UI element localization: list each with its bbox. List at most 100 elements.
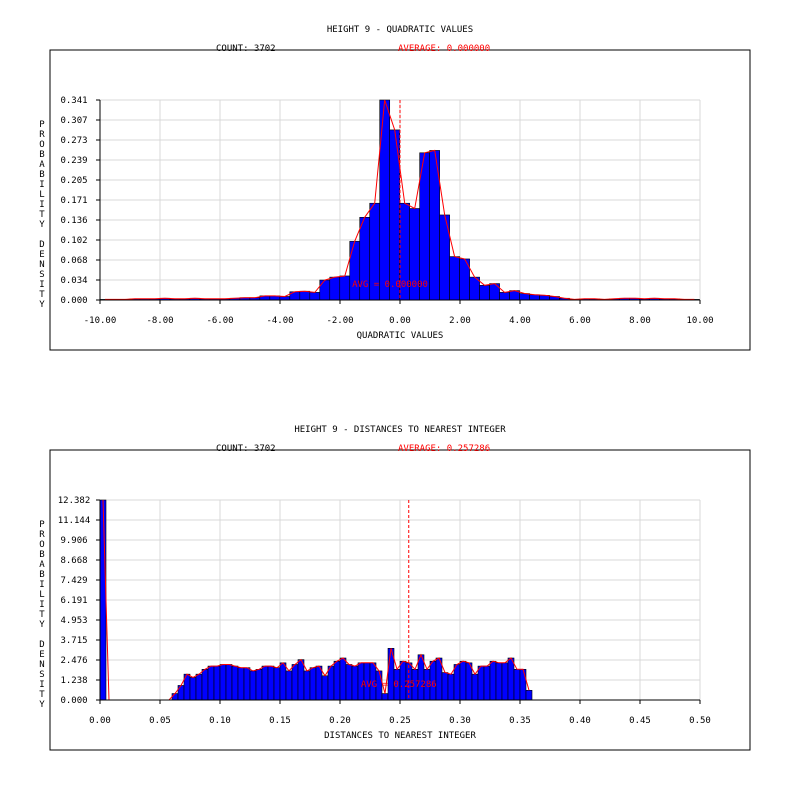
histogram-bar — [339, 275, 351, 301]
y-tick-label: 0.205 — [60, 176, 87, 186]
y-axis-label-char: Y — [39, 700, 45, 710]
histogram-bar — [529, 294, 540, 301]
y-axis-label-char: R — [39, 530, 45, 540]
histogram-bar — [213, 665, 221, 701]
x-tick-label: -10.00 — [84, 316, 117, 326]
histogram-bar — [291, 664, 299, 701]
histogram-bar — [329, 276, 341, 301]
chart-1-y-ticks: 0.000 0.034 0.068 0.102 0.136 0.171 0.205 0.239… — [60, 96, 100, 306]
histogram-bar — [267, 665, 275, 701]
histogram-bar — [279, 296, 291, 301]
histogram-bar — [453, 664, 461, 701]
x-tick-label: 10.00 — [686, 316, 713, 326]
histogram-bar — [249, 670, 257, 701]
chart-1-count: COUNT: 3702 — [216, 44, 276, 54]
x-tick-label: -2.00 — [326, 316, 353, 326]
histogram-bar — [297, 659, 305, 701]
x-tick-label: 0.20 — [329, 716, 351, 726]
histogram-bar — [499, 292, 510, 301]
histogram-bar — [219, 664, 227, 701]
chart-2-average: AVERAGE: 0.257286 — [398, 444, 490, 454]
y-tick-label: 12.382 — [58, 496, 91, 506]
histogram-bar — [99, 499, 107, 701]
histogram-bar — [273, 667, 281, 701]
histogram-bar — [303, 670, 311, 701]
y-axis-label-char: S — [39, 270, 44, 280]
histogram-bar — [321, 675, 329, 701]
y-tick-label: 0.000 — [60, 696, 87, 706]
y-axis-label-char: A — [39, 160, 45, 170]
histogram-bar — [309, 667, 317, 701]
y-axis-label-char: I — [39, 200, 44, 210]
histogram-bar — [231, 665, 239, 701]
histogram-bar — [471, 673, 479, 701]
y-axis-label-char: N — [39, 660, 44, 670]
y-tick-label: 0.239 — [60, 156, 87, 166]
chart-1-average-marker-label: AVG = 0.000000 — [352, 280, 428, 290]
x-tick-label: 0.00 — [389, 316, 411, 326]
chart-1-x-axis-label: QUADRATIC VALUES — [357, 331, 444, 341]
chart-1-frame — [49, 49, 751, 351]
x-tick-label: -4.00 — [266, 316, 293, 326]
histogram-bar — [243, 667, 251, 701]
chart-1-average: AVERAGE: 0.000000 — [398, 44, 490, 54]
y-axis-label-char: B — [39, 150, 44, 160]
histogram-bar — [513, 669, 521, 701]
y-axis-label-char: S — [39, 670, 44, 680]
histogram-bar — [327, 665, 335, 701]
histogram-bar — [519, 293, 530, 301]
y-tick-label: 7.429 — [60, 576, 87, 586]
histogram-bar — [507, 657, 515, 701]
y-axis-label-char: I — [39, 600, 44, 610]
x-tick-label: -8.00 — [146, 316, 173, 326]
x-tick-label: 4.00 — [509, 316, 531, 326]
y-axis-label-char: T — [39, 210, 45, 220]
chart-1-x-ticks: -10.00 -8.00 -6.00 -4.00 -2.00 0.00 2.00 4.00 6.… — [84, 300, 714, 326]
y-tick-label: 3.715 — [60, 636, 87, 646]
x-tick-label: 8.00 — [629, 316, 651, 326]
histogram-bar — [489, 660, 497, 701]
chart-1: HEIGHT 9 - QUADRATIC VALUES COUNT: 3702 … — [39, 25, 751, 351]
y-axis-label-char: R — [39, 130, 45, 140]
x-tick-label: 0.25 — [389, 716, 411, 726]
chart-2-density-line — [102, 499, 530, 701]
x-tick-label: 0.05 — [149, 716, 171, 726]
x-tick-label: 0.10 — [209, 716, 231, 726]
chart-2-count: COUNT: 3702 — [216, 444, 276, 454]
chart-2-average-marker-label: AVG = 0.257286 — [361, 680, 437, 690]
histogram-bar — [449, 256, 460, 301]
histogram-bar — [261, 665, 269, 701]
y-tick-label: 0.171 — [60, 196, 87, 206]
y-axis-label-char: T — [39, 690, 45, 700]
y-axis-label-char: B — [39, 170, 44, 180]
histogram-bar — [345, 664, 353, 701]
y-axis-label-char: P — [39, 520, 45, 530]
y-tick-label: 0.000 — [60, 296, 87, 306]
y-tick-label: 1.238 — [60, 676, 87, 686]
chart-2-frame — [49, 449, 751, 751]
histogram-bar — [483, 665, 491, 701]
x-tick-label: 0.30 — [449, 716, 471, 726]
histogram-bar — [447, 673, 455, 701]
chart-1-title: HEIGHT 9 - QUADRATIC VALUES — [327, 25, 473, 35]
histogram-bar — [299, 290, 311, 301]
chart-2-y-ticks: 0.000 1.238 2.476 3.715 4.953 6.191 7.429 8.668… — [58, 496, 100, 706]
y-axis-label-char: D — [39, 240, 44, 250]
y-axis-label-char: I — [39, 180, 44, 190]
y-tick-label: 6.191 — [60, 596, 87, 606]
y-axis-label-char: Y — [39, 300, 45, 310]
histogram-bar — [201, 669, 209, 701]
y-axis-label-char: I — [39, 580, 44, 590]
y-tick-label: 4.953 — [60, 616, 87, 626]
y-axis-label-char: Y — [39, 620, 45, 630]
histogram-bar — [501, 662, 509, 701]
chart-2-title: HEIGHT 9 - DISTANCES TO NEAREST INTEGER — [294, 425, 506, 435]
x-tick-label: 0.45 — [629, 716, 651, 726]
chart-2-x-axis-label: DISTANCES TO NEAREST INTEGER — [324, 731, 476, 741]
histogram-bar — [279, 662, 287, 701]
x-tick-label: 6.00 — [569, 316, 591, 326]
x-tick-label: 0.15 — [269, 716, 291, 726]
y-axis-label-char: T — [39, 610, 45, 620]
y-tick-label: 0.102 — [60, 236, 87, 246]
